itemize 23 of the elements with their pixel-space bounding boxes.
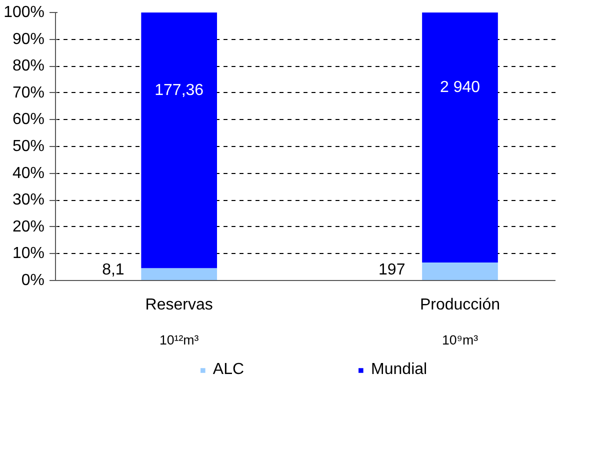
y-tick-label: 20%: [12, 218, 45, 236]
y-tick-label: 40%: [12, 164, 45, 182]
y-tick-label: 30%: [12, 192, 45, 209]
bar: [141, 12, 218, 268]
annotation: 197: [378, 262, 406, 279]
bar: [141, 268, 218, 280]
annotation: 2 940: [440, 79, 480, 96]
y-tick-label: 70%: [12, 84, 45, 102]
y-tick-label: 10%: [12, 245, 45, 262]
y-tick-label: 90%: [12, 30, 45, 48]
y-tick-label: 80%: [12, 58, 45, 75]
annotation: 8,1: [102, 262, 124, 279]
y-tick-label: 60%: [12, 111, 45, 128]
bar: [422, 12, 498, 263]
y-tick-label: 0%: [21, 272, 44, 289]
legend-label: Mundial: [371, 361, 428, 379]
y-tick-label: 50%: [12, 138, 45, 155]
legend-label: ALC: [212, 361, 244, 379]
bar: [422, 262, 498, 280]
category-label: Reservas 10¹²m³: [145, 296, 213, 348]
y-tick-label: 100%: [4, 4, 44, 21]
annotation: 177,36: [154, 82, 204, 100]
category-label: Producción 10⁹m³: [420, 296, 500, 348]
